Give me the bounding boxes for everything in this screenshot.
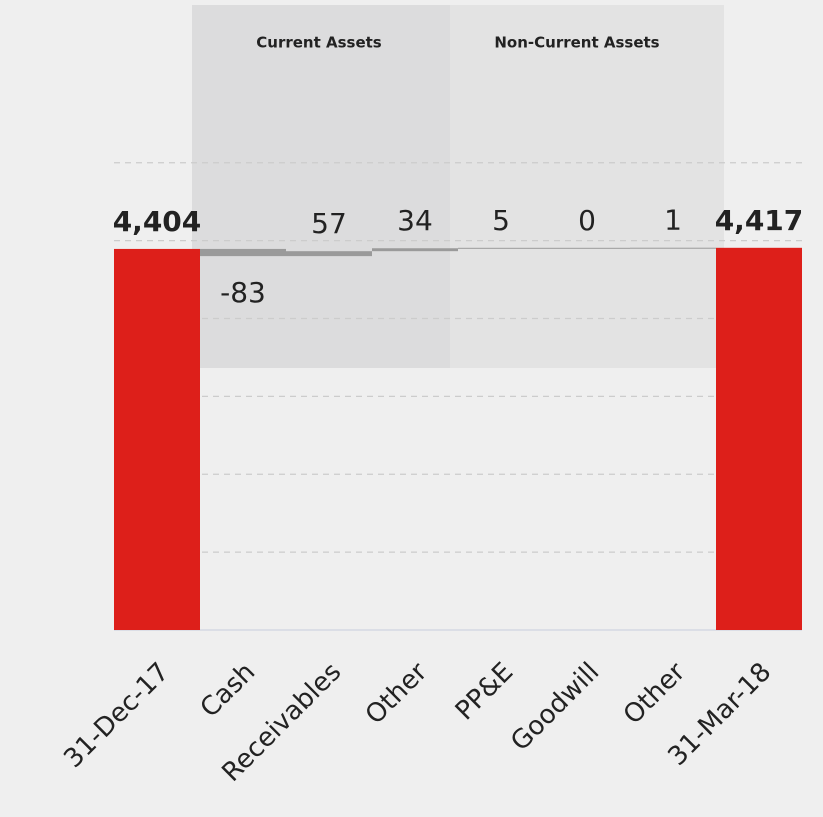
delta-bar: [372, 248, 458, 252]
value-label: -83: [220, 276, 266, 309]
value-label: 57: [311, 207, 347, 240]
group-band: [192, 5, 466, 368]
total-bar: [114, 248, 200, 630]
group-label: Current Assets: [256, 34, 382, 52]
delta-bar: [630, 247, 716, 249]
total-bar: [716, 247, 802, 630]
delta-bar: [458, 247, 544, 249]
group-label: Non-Current Assets: [494, 34, 659, 52]
delta-bar: [286, 251, 372, 257]
group-band: [450, 5, 724, 368]
delta-bar: [544, 247, 630, 249]
value-label: 5: [492, 204, 510, 237]
delta-bar: [200, 248, 286, 257]
value-label: 34: [397, 204, 433, 237]
value-label: 4,404: [113, 205, 202, 238]
value-label: 1: [664, 204, 682, 237]
value-label: 0: [578, 204, 596, 237]
value-label: 4,417: [715, 204, 804, 237]
